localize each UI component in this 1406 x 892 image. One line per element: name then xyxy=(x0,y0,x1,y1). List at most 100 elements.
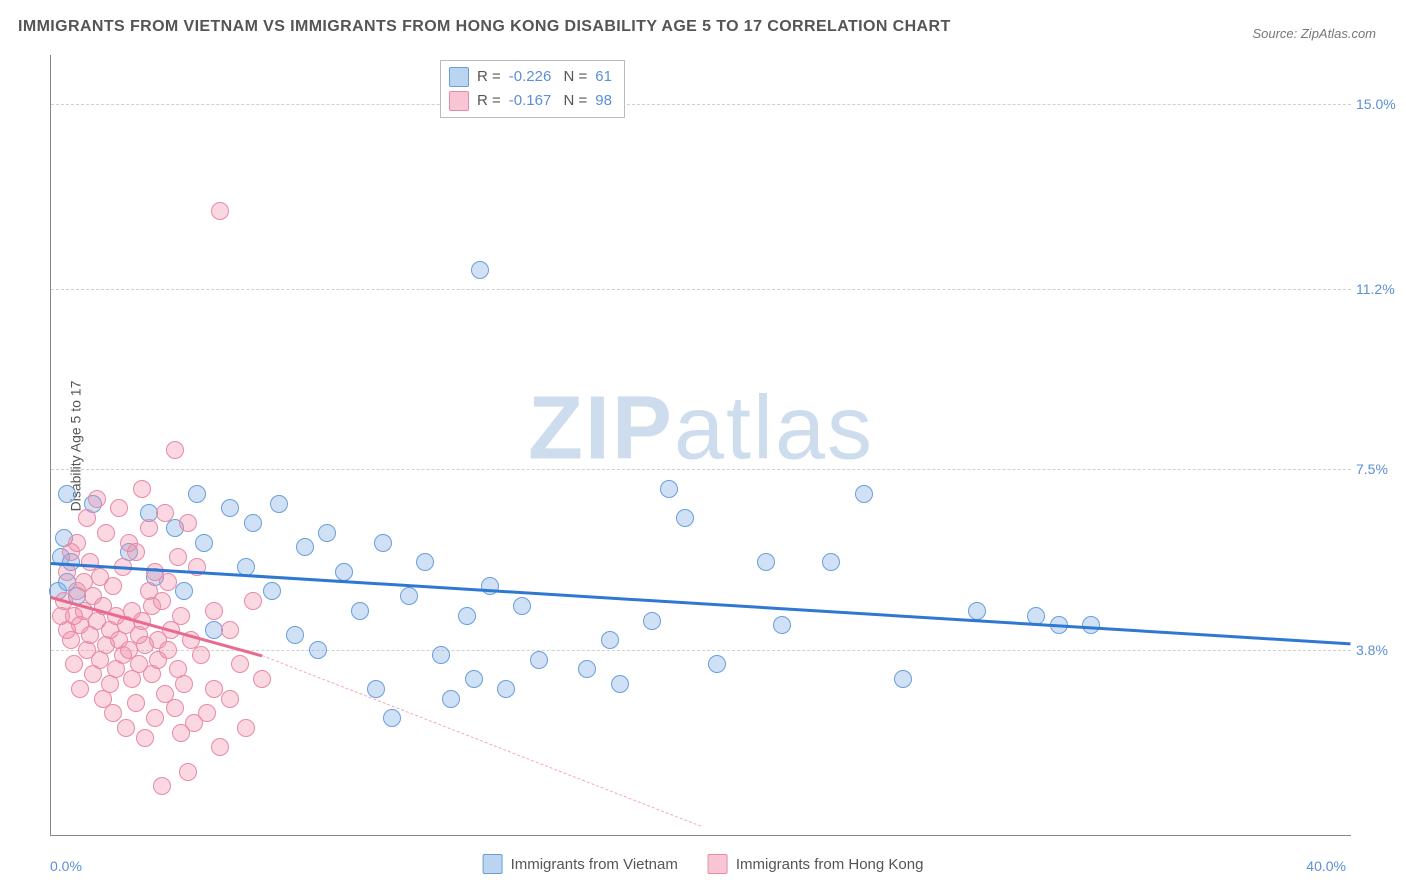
y-tick-label: 7.5% xyxy=(1356,461,1406,477)
data-point xyxy=(140,519,158,537)
data-point xyxy=(71,680,89,698)
gridline xyxy=(51,469,1351,470)
data-point xyxy=(205,680,223,698)
data-point xyxy=(374,534,392,552)
data-point xyxy=(179,763,197,781)
data-point xyxy=(68,534,86,552)
data-point xyxy=(318,524,336,542)
data-point xyxy=(708,655,726,673)
data-point xyxy=(192,646,210,664)
data-point xyxy=(188,485,206,503)
data-point xyxy=(153,592,171,610)
chart-title: IMMIGRANTS FROM VIETNAM VS IMMIGRANTS FR… xyxy=(18,18,951,36)
scatter-plot-area: ZIPatlas 3.8%7.5%11.2%15.0% xyxy=(50,55,1351,836)
data-point xyxy=(127,694,145,712)
source-attribution: Source: ZipAtlas.com xyxy=(1252,26,1376,41)
swatch-blue-icon xyxy=(483,854,503,874)
data-point xyxy=(78,509,96,527)
data-point xyxy=(611,675,629,693)
y-tick-label: 15.0% xyxy=(1356,96,1406,112)
data-point xyxy=(270,495,288,513)
data-point xyxy=(757,553,775,571)
data-point xyxy=(676,509,694,527)
data-point xyxy=(97,524,115,542)
gridline xyxy=(51,289,1351,290)
data-point xyxy=(244,592,262,610)
y-tick-label: 11.2% xyxy=(1356,281,1406,297)
data-point xyxy=(601,631,619,649)
stats-row-hongkong: R =-0.167 N =98 xyxy=(449,89,612,113)
data-point xyxy=(578,660,596,678)
data-point xyxy=(65,655,83,673)
data-point xyxy=(894,670,912,688)
data-point xyxy=(205,602,223,620)
y-tick-label: 3.8% xyxy=(1356,642,1406,658)
data-point xyxy=(383,709,401,727)
data-point xyxy=(497,680,515,698)
data-point xyxy=(166,699,184,717)
swatch-pink-icon xyxy=(449,91,469,111)
gridline xyxy=(51,104,1351,105)
data-point xyxy=(104,577,122,595)
data-point xyxy=(146,709,164,727)
data-point xyxy=(166,441,184,459)
data-point xyxy=(104,704,122,722)
data-point xyxy=(153,777,171,795)
data-point xyxy=(117,719,135,737)
data-point xyxy=(127,543,145,561)
data-point xyxy=(660,480,678,498)
data-point xyxy=(513,597,531,615)
x-axis-max-label: 40.0% xyxy=(1306,858,1346,874)
data-point xyxy=(400,587,418,605)
data-point xyxy=(237,719,255,737)
x-axis-min-label: 0.0% xyxy=(50,858,82,874)
data-point xyxy=(286,626,304,644)
data-point xyxy=(136,729,154,747)
data-point xyxy=(179,514,197,532)
data-point xyxy=(296,538,314,556)
data-point xyxy=(335,563,353,581)
data-point xyxy=(169,548,187,566)
data-point xyxy=(432,646,450,664)
watermark: ZIPatlas xyxy=(528,378,874,481)
data-point xyxy=(822,553,840,571)
bottom-legend: Immigrants from Vietnam Immigrants from … xyxy=(483,854,924,874)
data-point xyxy=(198,704,216,722)
legend-item-hongkong: Immigrants from Hong Kong xyxy=(708,854,924,874)
data-point xyxy=(133,480,151,498)
data-point xyxy=(351,602,369,620)
data-point xyxy=(175,675,193,693)
data-point xyxy=(221,690,239,708)
data-point xyxy=(172,607,190,625)
data-point xyxy=(159,573,177,591)
data-point xyxy=(367,680,385,698)
data-point xyxy=(58,485,76,503)
data-point xyxy=(481,577,499,595)
data-point xyxy=(156,504,174,522)
data-point xyxy=(88,490,106,508)
data-point xyxy=(175,582,193,600)
data-point xyxy=(195,534,213,552)
data-point xyxy=(159,641,177,659)
data-point xyxy=(221,621,239,639)
data-point xyxy=(465,670,483,688)
data-point xyxy=(309,641,327,659)
data-point xyxy=(253,670,271,688)
data-point xyxy=(968,602,986,620)
data-point xyxy=(416,553,434,571)
legend-item-vietnam: Immigrants from Vietnam xyxy=(483,854,678,874)
swatch-blue-icon xyxy=(449,67,469,87)
data-point xyxy=(855,485,873,503)
data-point xyxy=(773,616,791,634)
data-point xyxy=(221,499,239,517)
data-point xyxy=(643,612,661,630)
correlation-stats-box: R =-0.226 N =61 R =-0.167 N =98 xyxy=(440,60,625,118)
data-point xyxy=(458,607,476,625)
data-point xyxy=(244,514,262,532)
stats-row-vietnam: R =-0.226 N =61 xyxy=(449,65,612,89)
data-point xyxy=(471,261,489,279)
swatch-pink-icon xyxy=(708,854,728,874)
data-point xyxy=(110,499,128,517)
data-point xyxy=(211,738,229,756)
data-point xyxy=(263,582,281,600)
